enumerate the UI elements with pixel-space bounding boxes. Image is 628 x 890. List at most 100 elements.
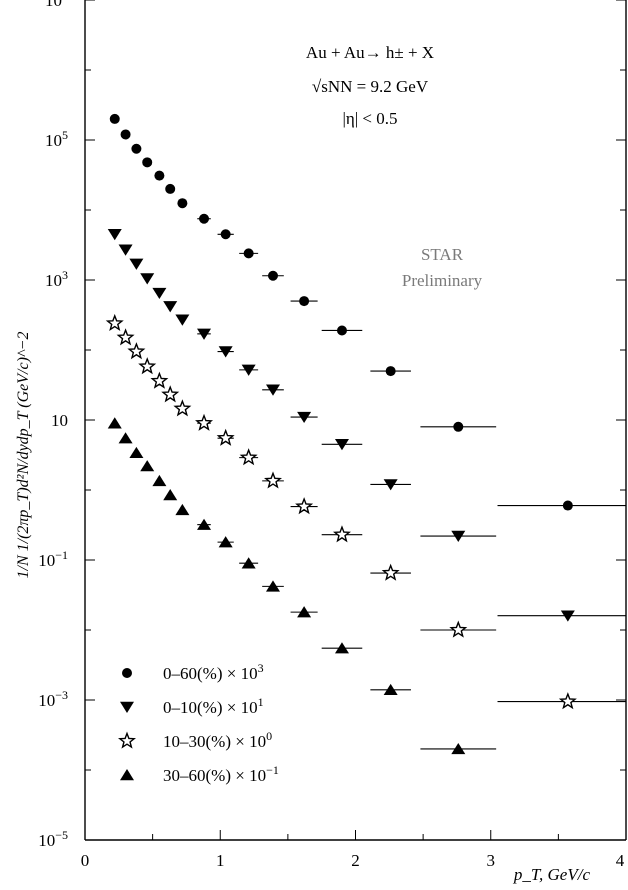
x-tick-label: 4 [616,851,625,870]
data-point-triangle-up [163,488,178,501]
data-point-triangle-up [197,518,212,530]
data-point-star [195,413,214,431]
data-point-triangle-down [107,229,122,241]
series-1 [109,113,626,511]
data-point-triangle-down [175,314,190,326]
data-point-star [558,692,577,710]
data-point-circle [120,129,131,140]
data-point-circle [177,198,188,209]
data-point-star [105,313,124,332]
data-point-triangle-up [218,536,233,548]
data-point-circle [109,113,120,124]
data-point-star [295,497,314,515]
energy-annotation: √sNN = 9.2 GeV [312,77,429,96]
data-point-triangle-up [107,417,122,429]
axis-ticks [84,0,627,841]
data-point-star [116,328,135,346]
data-point-triangle-down [163,301,178,313]
reaction-annotation: Au + Au→ h± + X [306,43,434,62]
data-point-triangle-down [241,364,256,376]
data-point-circle [220,229,231,240]
data-point-triangle-up [175,503,190,516]
series-3 [105,313,626,710]
data-point-circle [336,325,347,336]
data-point-star [150,371,169,389]
y-tick-label: 10−1 [38,548,68,570]
data-point-star [449,620,468,638]
data-point-triangle-down [383,479,398,491]
data-point-circle [299,296,310,307]
data-point-circle [165,183,176,194]
y-tick-label: 10−3 [38,688,68,710]
data-point-triangle-up [265,580,280,592]
data-point-triangle-up [383,683,398,696]
data-point-circle [562,500,573,511]
data-point-circle [131,143,142,154]
data-point-circle [243,248,254,259]
x-tick-label: 1 [216,851,225,870]
data-point-triangle-down [560,610,575,622]
data-point-star [381,563,400,581]
data-point-triangle-down [197,328,212,340]
data-point-triangle-down [118,244,133,256]
x-tick-label: 2 [351,851,360,870]
data-point-circle [385,366,396,377]
data-point-triangle-up [297,606,312,618]
y-tick-label: 107 [45,0,68,10]
x-tick-label: 0 [81,851,90,870]
data-point-star [239,448,258,466]
legend-label: 10–30(%) × 100 [163,729,272,751]
data-point-circle [199,213,210,224]
legend-marker-triangle-down [120,701,134,713]
y-axis-label: 1/N 1/(2πp_T)d²N/dydp_T (GeV/c)^−2 [15,332,32,579]
data-point-star [173,399,192,417]
y-tick-labels: 107 105 103 10 10−1 10−3 10−5 [38,0,68,850]
data-point-triangle-down [140,273,155,285]
x-axis-label: p_T, GeV/c [513,865,591,884]
data-point-triangle-down [152,287,167,300]
y-tick-label: 103 [45,268,68,290]
data-point-triangle-up [334,642,349,654]
data-point-circle [267,270,278,281]
legend-marker-triangle-up [120,769,134,781]
data-point-star [138,357,157,375]
legend-label: 30–60(%) × 10−1 [163,763,279,785]
star-label-line1: STAR [421,245,464,264]
data-point-star [127,342,146,360]
x-tick-labels: 0 1 2 3 4 [81,851,625,870]
series-2 [107,229,626,622]
data-point-circle [154,170,165,181]
data-point-triangle-down [334,439,349,451]
data-point-star [263,471,282,489]
y-tick-label: 10 [51,411,68,430]
y-tick-label: 105 [45,128,68,150]
data-point-triangle-up [241,557,256,569]
data-point-triangle-up [451,742,466,755]
y-tick-label: 10−5 [38,828,68,850]
data-point-circle [142,157,153,168]
data-point-triangle-down [129,258,144,270]
star-label-line2: Preliminary [402,271,483,290]
data-point-triangle-up [118,432,133,444]
legend-label: 0–60(%) × 103 [163,661,264,683]
legend: 0–60(%) × 103 0–10(%) × 101 10–30(%) × 100… [118,661,279,785]
data-point-star [216,428,235,446]
data-point-star [332,525,351,543]
data-point-triangle-down [265,384,280,396]
data-point-triangle-down [451,530,466,542]
legend-label: 0–10(%) × 101 [163,695,264,717]
legend-marker-circle [122,668,132,678]
legend-marker-star [118,731,136,749]
data-point-star [161,385,180,403]
x-tick-label: 3 [487,851,496,870]
data-marks [105,113,626,755]
data-point-triangle-down [297,411,312,424]
data-point-triangle-up [129,446,144,459]
data-point-triangle-up [140,460,155,472]
data-point-circle [453,421,464,432]
series-4 [107,417,497,755]
data-point-triangle-up [152,474,167,487]
data-point-triangle-down [218,346,233,358]
eta-annotation: |η| < 0.5 [342,109,397,128]
